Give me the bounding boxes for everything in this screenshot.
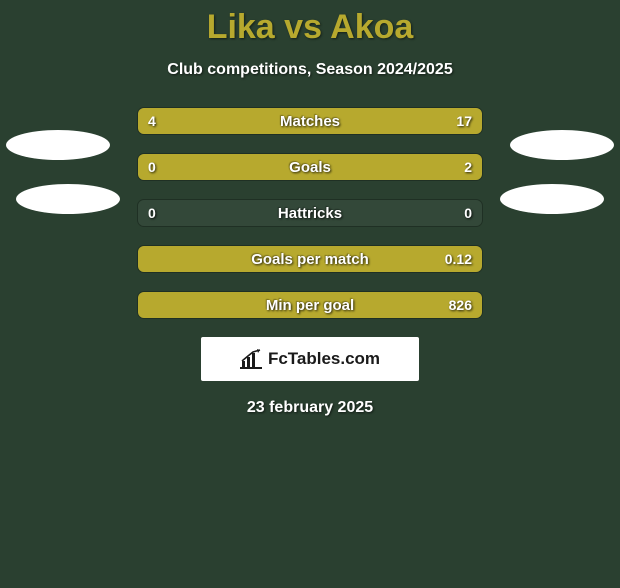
bar-label: Min per goal bbox=[138, 292, 482, 318]
page-title: Lika vs Akoa bbox=[0, 8, 620, 47]
logo-text: FcTables.com bbox=[268, 349, 380, 369]
bar-label: Matches bbox=[138, 108, 482, 134]
bar-row: 02Goals bbox=[137, 153, 483, 181]
bar-label: Goals per match bbox=[138, 246, 482, 272]
comparison-chart: 417Matches 02Goals 00Hattricks 0.12Goals pe… bbox=[0, 107, 620, 417]
bar-row: 00Hattricks bbox=[137, 199, 483, 227]
logo-box: FcTables.com bbox=[201, 337, 419, 381]
subtitle: Club competitions, Season 2024/2025 bbox=[0, 61, 620, 79]
date: 23 february 2025 bbox=[0, 399, 620, 417]
bar-label: Goals bbox=[138, 154, 482, 180]
bar-label: Hattricks bbox=[138, 200, 482, 226]
bar-row: 0.12Goals per match bbox=[137, 245, 483, 273]
bar-row: 826Min per goal bbox=[137, 291, 483, 319]
bar-row: 417Matches bbox=[137, 107, 483, 135]
bars-container: 417Matches 02Goals 00Hattricks 0.12Goals pe… bbox=[137, 107, 483, 319]
chart-icon bbox=[240, 349, 262, 369]
